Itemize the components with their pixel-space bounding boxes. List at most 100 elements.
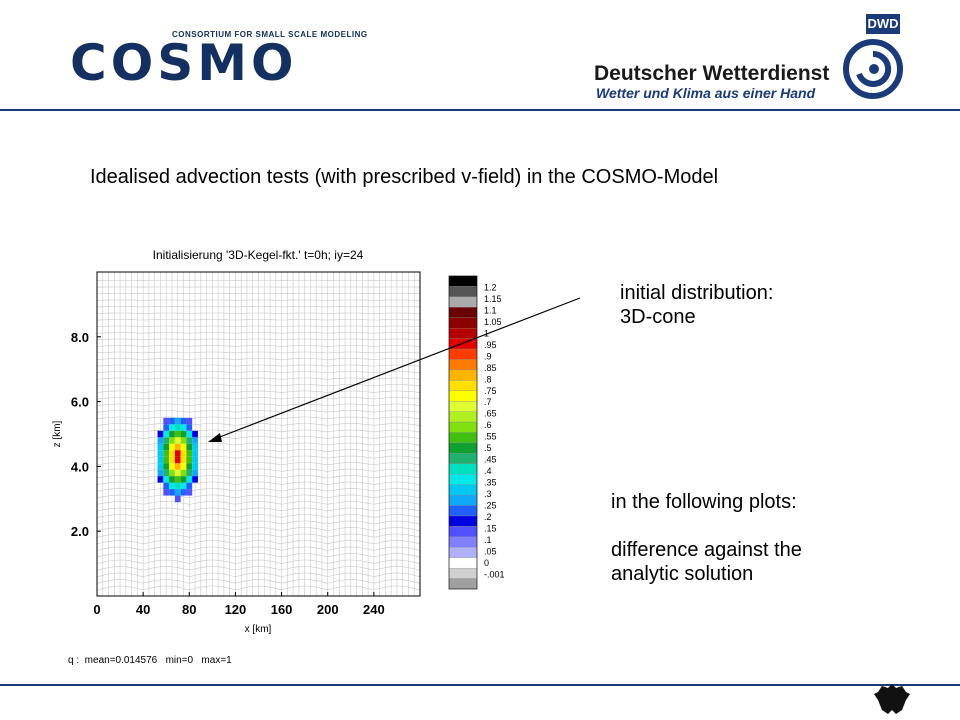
slide-title: Idealised advection tests (with prescrib…: [90, 166, 719, 188]
grid-line-horizontal: [96, 364, 421, 367]
cone-cell: [157, 437, 164, 444]
grid-line-horizontal: [96, 449, 421, 453]
grid-line-horizontal: [96, 481, 421, 485]
grid-line-horizontal: [96, 566, 421, 571]
cone-cell: [157, 450, 164, 457]
y-axis: 2.0 4.0 6.0 8.0: [71, 330, 101, 539]
cone-cell: [192, 463, 198, 470]
grid-line-horizontal: [96, 390, 421, 393]
colorbar-label: .35: [484, 478, 497, 488]
grid-line-horizontal: [96, 332, 421, 334]
grid-line-horizontal: [96, 436, 421, 439]
colorbar-label: .65: [484, 409, 497, 419]
cone-cell: [169, 430, 175, 438]
grid-line-horizontal: [96, 351, 421, 354]
note1-line1: initial distribution:: [620, 282, 774, 304]
cone-cell: [174, 456, 181, 464]
colorbar-swatch: [448, 369, 478, 381]
dwd-abbr: DWD: [866, 14, 900, 34]
colorbar: 1.2 1.151.1 1.051 .95.9 .85.8 .75.7 .65.6 .55.5…: [448, 275, 505, 590]
chart-stats: q : mean=0.014576 min=0 max=1: [68, 655, 232, 666]
cone-cell: [163, 417, 170, 425]
grid-line-horizontal: [96, 494, 421, 499]
note-following-plots: in the following plots: difference again…: [611, 490, 802, 586]
note2-line3: analytic solution: [611, 563, 754, 585]
x-tick-label: 200: [317, 602, 339, 617]
grid-line-horizontal: [96, 377, 421, 380]
cosmo-tagline: CONSORTIUM FOR SMALL SCALE MODELING: [172, 30, 368, 39]
colorbar-label: .4: [484, 466, 492, 476]
cone-cell: [163, 469, 170, 477]
dwd-name: Deutscher Wetterdienst: [594, 62, 830, 85]
cone-cell: [192, 430, 198, 438]
plot-frame: [96, 271, 421, 597]
cone-cell: [180, 443, 187, 451]
colorbar-swatch: [448, 317, 478, 329]
cone-cell: [186, 489, 193, 496]
cone-cell: [169, 456, 175, 464]
grid-line-horizontal: [96, 312, 421, 314]
colorbar-swatch: [448, 578, 478, 590]
colorbar-label: .2: [484, 512, 492, 522]
x-axis-label: x [km]: [245, 624, 272, 635]
colorbar-label: .9: [484, 351, 492, 361]
cone-cell: [192, 437, 198, 444]
grid-line-horizontal: [96, 429, 421, 433]
cone-cell: [157, 430, 164, 438]
grid-line-horizontal: [96, 358, 421, 360]
cone-cell: [169, 469, 175, 477]
plot-cells: [157, 417, 198, 503]
cone-cell: [180, 430, 187, 438]
cone-cell: [174, 417, 181, 425]
colorbar-swatch: [448, 296, 478, 308]
grid-line-horizontal: [96, 546, 421, 551]
grid-line-horizontal: [96, 475, 421, 479]
colorbar-swatch: [448, 484, 478, 496]
colorbar-label: .75: [484, 386, 497, 396]
cone-cell: [163, 476, 170, 483]
note2-line2: difference against the: [611, 539, 802, 561]
cone-cell: [180, 489, 187, 496]
x-tick-label: 240: [363, 602, 385, 617]
cone-cell: [180, 450, 187, 457]
cone-cell: [157, 463, 164, 470]
cone-cell: [186, 469, 193, 477]
colorbar-swatch: [448, 411, 478, 423]
cone-cell: [174, 482, 181, 490]
grid-line-horizontal: [96, 319, 421, 321]
cone-cell: [186, 482, 193, 490]
cone-cell: [174, 463, 181, 470]
colorbar-swatch: [448, 432, 478, 444]
grid-line-horizontal: [96, 501, 421, 505]
cone-cell: [169, 482, 175, 490]
colorbar-label: 1: [484, 328, 489, 338]
cone-cell: [169, 437, 175, 444]
grid-line-horizontal: [96, 507, 421, 512]
cone-cell: [174, 424, 181, 431]
grid-line-horizontal: [96, 533, 421, 538]
grid-line-horizontal: [96, 397, 421, 400]
federal-eagle-icon: [874, 684, 910, 714]
cone-cell: [169, 450, 175, 457]
cone-cell: [163, 430, 170, 438]
grid-line-horizontal: [96, 462, 421, 466]
grid-line-horizontal: [96, 384, 421, 387]
grid-line-horizontal: [96, 371, 421, 374]
colorbar-swatch: [448, 494, 478, 506]
footer-rule: [0, 684, 960, 686]
cosmo-logo: COSMO: [70, 34, 298, 92]
grid-line-horizontal: [96, 442, 421, 446]
colorbar-label: 0: [484, 558, 489, 568]
cone-cell: [192, 450, 198, 457]
colorbar-swatch: [448, 557, 478, 569]
cone-cell: [186, 430, 193, 438]
cone-cell: [186, 443, 193, 451]
dwd-logo-icon: [843, 39, 903, 99]
colorbar-label: 1.2: [484, 282, 497, 292]
grid-line-horizontal: [96, 338, 421, 341]
cone-cell: [186, 476, 193, 483]
cone-cell: [180, 463, 187, 470]
y-axis-label: z [km]: [52, 420, 63, 447]
grid-line-horizontal: [96, 520, 421, 525]
